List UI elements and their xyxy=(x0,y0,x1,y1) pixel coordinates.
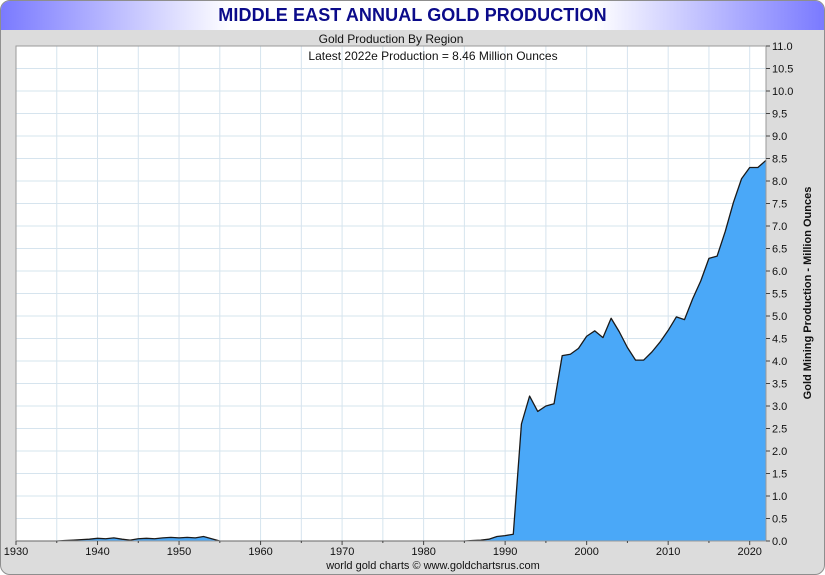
x-tick-label: 1990 xyxy=(493,546,517,558)
x-tick-label: 1950 xyxy=(167,546,191,558)
y-tick-label: 9.5 xyxy=(772,109,787,121)
y-tick-label: 4.5 xyxy=(772,334,787,346)
x-tick-label: 1970 xyxy=(330,546,354,558)
area-fill-middle-east xyxy=(16,160,766,542)
y-tick-label: 3.0 xyxy=(772,401,787,413)
y-tick-label: 5.0 xyxy=(772,311,787,323)
y-tick-label: 8.0 xyxy=(772,176,787,188)
x-tick-label: 2000 xyxy=(574,546,598,558)
x-tick-label: 1940 xyxy=(85,546,109,558)
chart-annotation: Latest 2022e Production = 8.46 Million O… xyxy=(308,49,557,63)
y-tick-label: 9.0 xyxy=(772,131,787,143)
x-tick-label: 2010 xyxy=(656,546,680,558)
y-tick-label: 4.0 xyxy=(772,356,787,368)
y-axis-label: Gold Mining Production - Million Ounces xyxy=(802,187,814,400)
y-tick-label: 1.5 xyxy=(772,469,787,481)
y-tick-label: 2.5 xyxy=(772,424,787,436)
y-tick-label: 3.5 xyxy=(772,379,787,391)
y-tick-label: 7.5 xyxy=(772,199,787,211)
x-tick-label: 1980 xyxy=(411,546,435,558)
y-tick-label: 1.0 xyxy=(772,491,787,503)
chart-subtitle: Gold Production By Region xyxy=(319,32,464,46)
chart-title: MIDDLE EAST ANNUAL GOLD PRODUCTION xyxy=(218,5,607,25)
y-tick-label: 11.0 xyxy=(772,41,793,53)
axis-ticks: 0.0 0.5 1.0 1.5 2.0 2.5 3.0 3.5 4.0 4.5 5.0 5.5 6.0 6… xyxy=(4,41,794,558)
y-tick-label: 2.0 xyxy=(772,446,787,458)
chart-footer: world gold charts © www.goldchartsrus.co… xyxy=(325,560,540,572)
y-tick-label: 6.5 xyxy=(772,244,787,256)
area-series-layer xyxy=(16,159,767,542)
x-tick-label: 1960 xyxy=(248,546,272,558)
y-tick-label: 0.0 xyxy=(772,536,787,548)
y-tick-label: 6.0 xyxy=(772,266,787,278)
x-tick-label: 2020 xyxy=(737,546,761,558)
y-tick-label: 8.5 xyxy=(772,154,787,166)
area-line-middle-east xyxy=(16,159,767,542)
y-tick-label: 10.0 xyxy=(772,86,793,98)
y-tick-label: 0.5 xyxy=(772,514,787,526)
y-tick-label: 10.5 xyxy=(772,64,793,76)
x-tick-label: 1930 xyxy=(4,546,28,558)
title-bar: MIDDLE EAST ANNUAL GOLD PRODUCTION xyxy=(1,1,824,30)
y-tick-label: 5.5 xyxy=(772,289,787,301)
y-tick-label: 7.0 xyxy=(772,221,787,233)
